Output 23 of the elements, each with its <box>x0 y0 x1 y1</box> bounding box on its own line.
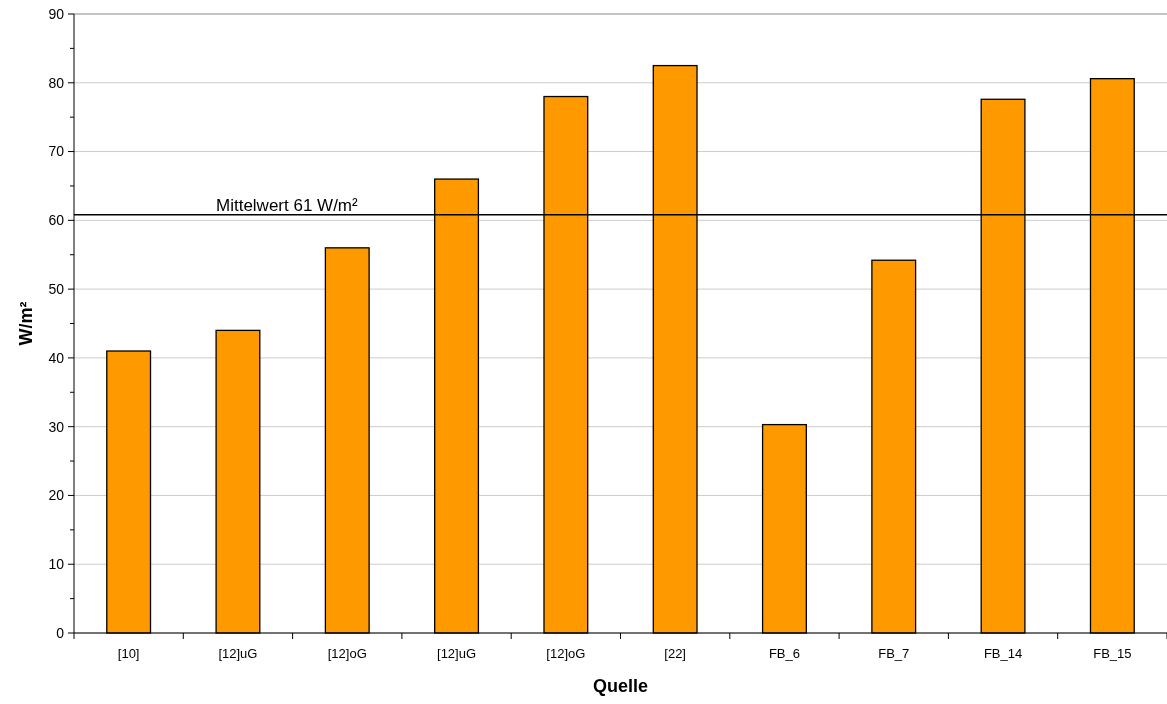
y-tick-label: 30 <box>48 418 65 435</box>
y-tick-label: 50 <box>48 281 65 298</box>
y-tick-label: 80 <box>48 74 65 91</box>
y-tick-label: 0 <box>56 624 65 641</box>
x-tick-label: FB_15 <box>1093 646 1132 661</box>
ref-line-label: Mittelwert 61 W/m² <box>216 195 359 215</box>
x-tick-label: FB_14 <box>983 646 1023 661</box>
y-tick-label: 40 <box>48 349 65 366</box>
y-tick-label: 90 <box>48 5 65 22</box>
y-tick-label: 10 <box>48 556 65 573</box>
x-axis-title: Quelle <box>592 676 649 696</box>
y-tick-label: 20 <box>48 487 65 504</box>
x-tick-label: [22] <box>664 646 686 661</box>
x-tick-label: [12]uG <box>437 646 477 661</box>
x-tick-label: FB_6 <box>768 646 800 661</box>
x-tick-label: [12]oG <box>327 646 367 661</box>
y-tick-label: 60 <box>48 212 65 229</box>
y-axis-title: W/m² <box>16 301 36 346</box>
x-tick-label: FB_7 <box>878 646 910 661</box>
x-tick-label: [12]oG <box>546 646 586 661</box>
y-tick-label: 70 <box>48 143 65 160</box>
x-tick-label: [10] <box>117 646 140 661</box>
x-tick-label: [12]uG <box>218 646 258 661</box>
